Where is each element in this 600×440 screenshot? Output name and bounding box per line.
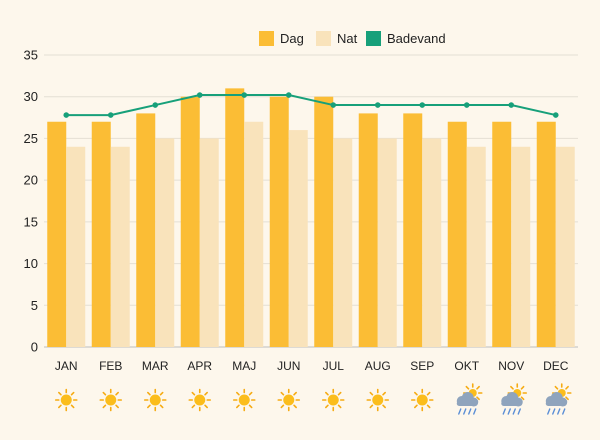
bar-dag-sep xyxy=(403,113,423,348)
y-tick-label: 35 xyxy=(24,48,38,63)
rain-cloud-sun-icon xyxy=(545,383,572,415)
bar-nat-aug xyxy=(377,138,397,347)
point-badevand-jul xyxy=(330,102,337,108)
month-label-aug: AUG xyxy=(365,359,391,373)
month-labels: JAN FEB MAR APR MAJ JUN JUL AUG SEP OKT NOV DEC xyxy=(55,359,569,373)
point-badevand-feb xyxy=(107,112,114,118)
y-tick-label: 5 xyxy=(31,298,38,313)
bar-nat-dec xyxy=(555,146,575,347)
sun-icon xyxy=(232,388,256,412)
sun-icon xyxy=(143,388,167,412)
legend-swatch-badevand xyxy=(366,31,381,46)
bar-dag-mar xyxy=(136,113,156,348)
y-tick-label: 0 xyxy=(31,340,38,355)
point-badevand-apr xyxy=(196,92,203,98)
point-badevand-dec xyxy=(552,112,559,118)
sun-icon xyxy=(188,388,212,412)
bar-dag-feb xyxy=(91,121,111,347)
bar-nat-apr xyxy=(199,138,219,347)
y-tick-label: 25 xyxy=(24,131,38,146)
bar-nat-sep xyxy=(422,138,442,347)
weather-icons xyxy=(54,383,572,415)
legend-swatch-nat xyxy=(316,31,331,46)
bar-nat-mar xyxy=(155,138,175,347)
y-tick-label: 20 xyxy=(24,173,38,188)
bar-nat-nov xyxy=(511,146,531,347)
month-label-jul: JUL xyxy=(323,359,345,373)
y-axis-labels: 0 5 10 15 20 25 30 35 xyxy=(24,48,38,355)
y-tick-label: 10 xyxy=(24,256,38,271)
bar-nat-jan xyxy=(66,146,86,347)
legend-label-nat: Nat xyxy=(337,31,358,46)
month-label-okt: OKT xyxy=(454,359,479,373)
month-label-mar: MAR xyxy=(142,359,169,373)
line-badevand xyxy=(66,94,556,117)
month-label-maj: MAJ xyxy=(232,359,256,373)
bar-dag-apr xyxy=(180,96,200,347)
month-label-sep: SEP xyxy=(410,359,434,373)
bar-nat-maj xyxy=(244,121,264,347)
bar-nat-jun xyxy=(288,130,308,347)
point-badevand-maj xyxy=(241,92,248,98)
y-tick-label: 15 xyxy=(24,214,38,229)
month-label-jan: JAN xyxy=(55,359,78,373)
legend-swatch-dag xyxy=(259,31,274,46)
legend-label-badevand: Badevand xyxy=(387,31,446,46)
legend: Dag Nat Badevand xyxy=(259,31,446,46)
bar-dag-dec xyxy=(536,121,556,347)
point-badevand-jan xyxy=(63,112,70,118)
bar-dag-jan xyxy=(47,121,67,347)
legend-label-dag: Dag xyxy=(280,31,304,46)
month-label-jun: JUN xyxy=(277,359,300,373)
sun-icon xyxy=(321,388,345,412)
bar-dag-jun xyxy=(269,96,289,347)
badevand-line-layer xyxy=(63,92,559,118)
bar-nat-feb xyxy=(110,146,130,347)
month-label-feb: FEB xyxy=(99,359,122,373)
bar-dag-nov xyxy=(492,121,512,347)
bar-nat-okt xyxy=(466,146,486,347)
bar-dag-jul xyxy=(314,96,334,347)
point-badevand-okt xyxy=(463,102,470,108)
point-badevand-nov xyxy=(508,102,515,108)
sun-icon xyxy=(410,388,434,412)
grid-lines xyxy=(44,54,578,348)
month-label-dec: DEC xyxy=(543,359,569,373)
y-tick-label: 30 xyxy=(24,89,38,104)
month-label-apr: APR xyxy=(187,359,212,373)
point-badevand-aug xyxy=(374,102,381,108)
bar-dag-maj xyxy=(225,88,245,347)
rain-cloud-sun-icon xyxy=(456,383,483,415)
month-label-nov: NOV xyxy=(498,359,524,373)
sun-icon xyxy=(54,388,78,412)
rain-cloud-sun-icon xyxy=(501,383,528,415)
point-badevand-mar xyxy=(152,102,159,108)
bars xyxy=(47,88,575,348)
sun-icon xyxy=(366,388,390,412)
bar-dag-okt xyxy=(447,121,467,347)
point-badevand-jun xyxy=(285,92,292,98)
point-badevand-sep xyxy=(419,102,426,108)
sun-icon xyxy=(277,388,301,412)
sun-icon xyxy=(99,388,123,412)
bar-nat-jul xyxy=(333,138,353,347)
bar-dag-aug xyxy=(358,113,378,348)
